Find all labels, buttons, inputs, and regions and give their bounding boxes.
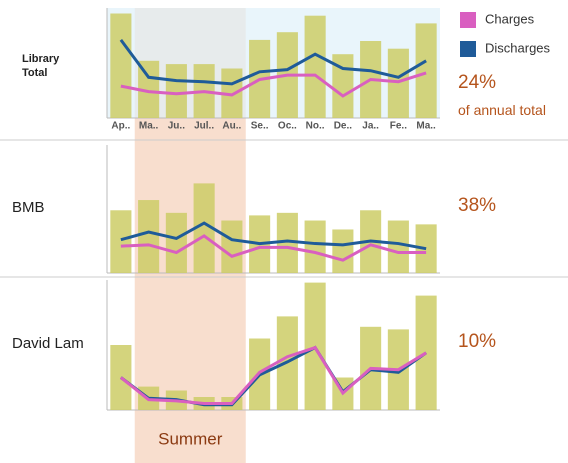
legend-swatch bbox=[460, 41, 476, 57]
line-series bbox=[120, 234, 427, 262]
bar bbox=[304, 15, 326, 119]
x-tick-label: Ja.. bbox=[362, 121, 379, 132]
x-tick-label: De.. bbox=[334, 121, 353, 132]
line-series bbox=[119, 39, 427, 86]
share-label: 38% bbox=[458, 195, 497, 216]
share-note: of annual total bbox=[458, 102, 546, 118]
bar bbox=[415, 23, 437, 118]
legend-label: Charges bbox=[485, 11, 535, 26]
bar bbox=[304, 220, 326, 273]
annotation: Summer bbox=[158, 429, 223, 448]
x-tick-label: Fe.. bbox=[390, 121, 407, 132]
bar bbox=[138, 60, 160, 118]
x-tick-label: Au.. bbox=[222, 121, 241, 132]
share-label: 24% bbox=[458, 72, 497, 93]
bar bbox=[165, 212, 187, 273]
bar bbox=[276, 212, 298, 273]
x-tick-label: Jul.. bbox=[194, 121, 214, 132]
bar bbox=[387, 48, 409, 119]
bar bbox=[165, 64, 187, 118]
line-series bbox=[120, 71, 427, 98]
bar bbox=[332, 229, 354, 273]
x-tick-label: Ju.. bbox=[168, 121, 185, 132]
legend-label: Discharges bbox=[485, 40, 551, 55]
x-tick-label: No.. bbox=[306, 121, 325, 132]
line-series bbox=[120, 221, 427, 251]
row-label: David Lam bbox=[12, 335, 84, 352]
bar bbox=[221, 220, 243, 273]
bar bbox=[387, 220, 409, 273]
x-tick-label: Ap.. bbox=[111, 121, 130, 132]
share-label: 10% bbox=[458, 331, 497, 352]
x-tick-label: Ma.. bbox=[416, 121, 436, 132]
bar bbox=[138, 200, 160, 273]
row-label: Library Total bbox=[22, 53, 60, 79]
x-tick-label: Se.. bbox=[251, 121, 269, 132]
row-label: BMB bbox=[12, 199, 45, 216]
legend-swatch bbox=[460, 12, 476, 28]
line-series bbox=[119, 345, 427, 405]
bar bbox=[193, 183, 215, 273]
bar bbox=[110, 13, 132, 118]
x-tick-label: Ma.. bbox=[139, 121, 159, 132]
bar bbox=[110, 210, 132, 273]
x-tick-label: Oc.. bbox=[278, 121, 297, 132]
panel-background bbox=[107, 8, 440, 118]
